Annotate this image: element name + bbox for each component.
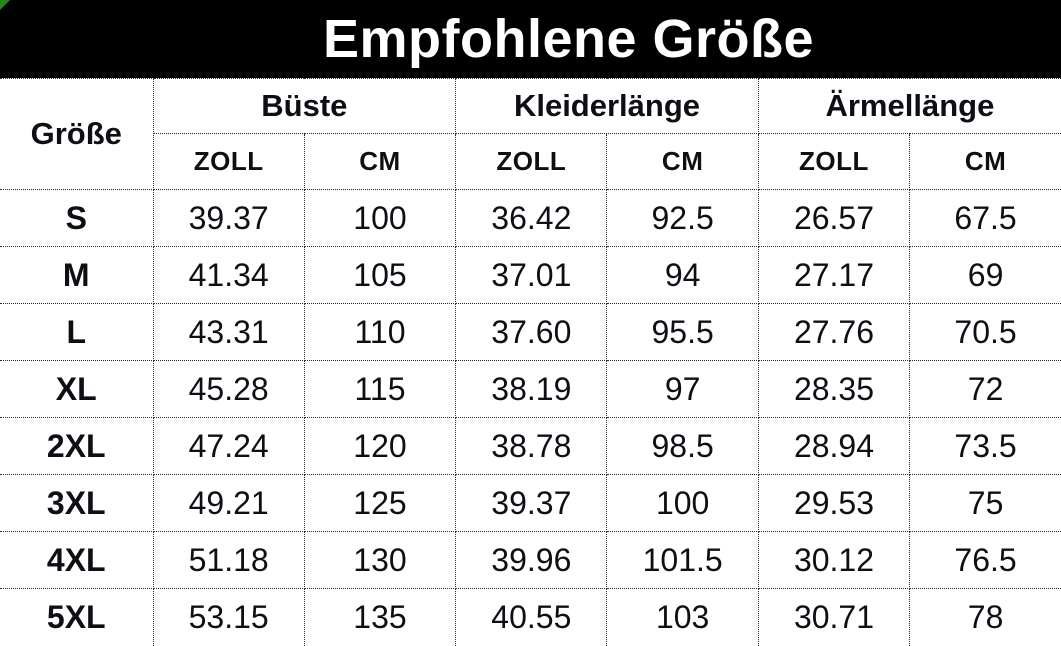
value-cell: 30.71 xyxy=(757,588,911,646)
table-row: 4XL 51.18 130 39.96 101.5 30.12 76.5 xyxy=(0,531,1061,589)
value-cell: 49.21 xyxy=(152,474,305,532)
title-bar: Empfohlene Größe xyxy=(0,0,1061,78)
unit-header-kleiderlaenge-zoll: ZOLL xyxy=(455,133,608,190)
value-cell: 67.5 xyxy=(909,189,1061,247)
table-row: 3XL 49.21 125 39.37 100 29.53 75 xyxy=(0,474,1061,532)
column-header-groesse: Größe xyxy=(0,78,154,190)
value-cell: 28.94 xyxy=(757,417,911,475)
value-cell: 120 xyxy=(303,417,457,475)
value-cell: 130 xyxy=(303,531,457,589)
unit-header-aermellaenge-zoll: ZOLL xyxy=(757,133,911,190)
value-cell: 94 xyxy=(606,246,759,304)
size-cell: M xyxy=(0,246,154,304)
value-cell: 51.18 xyxy=(152,531,305,589)
value-cell: 73.5 xyxy=(909,417,1061,475)
size-cell: 2XL xyxy=(0,417,154,475)
size-table-body: S 39.37 100 36.42 92.5 26.57 67.5 M 41.3… xyxy=(0,189,1061,646)
table-row: L 43.31 110 37.60 95.5 27.76 70.5 xyxy=(0,303,1061,361)
value-cell: 28.35 xyxy=(757,360,911,418)
value-cell: 69 xyxy=(909,246,1061,304)
value-cell: 53.15 xyxy=(152,588,305,646)
value-cell: 103 xyxy=(606,588,759,646)
value-cell: 78 xyxy=(909,588,1061,646)
size-cell: S xyxy=(0,189,154,247)
value-cell: 36.42 xyxy=(455,189,608,247)
value-cell: 105 xyxy=(303,246,457,304)
value-cell: 100 xyxy=(606,474,759,532)
unit-header-bueste-cm: CM xyxy=(303,133,457,190)
size-table-header: Größe Büste Kleiderlänge Ärmellänge ZOLL… xyxy=(0,78,1061,190)
size-cell: L xyxy=(0,303,154,361)
unit-header-bueste-zoll: ZOLL xyxy=(153,133,305,190)
value-cell: 97 xyxy=(606,360,759,418)
value-cell: 39.37 xyxy=(152,189,305,247)
table-row: 2XL 47.24 120 38.78 98.5 28.94 73.5 xyxy=(0,417,1061,475)
value-cell: 39.37 xyxy=(455,474,608,532)
corner-triangle-icon xyxy=(0,0,10,10)
value-cell: 41.34 xyxy=(152,246,305,304)
value-cell: 26.57 xyxy=(757,189,911,247)
value-cell: 40.55 xyxy=(455,588,608,646)
value-cell: 30.12 xyxy=(757,531,911,589)
table-row: XL 45.28 115 38.19 97 28.35 72 xyxy=(0,360,1061,418)
value-cell: 115 xyxy=(303,360,457,418)
value-cell: 45.28 xyxy=(152,360,305,418)
table-row: S 39.37 100 36.42 92.5 26.57 67.5 xyxy=(0,189,1061,247)
value-cell: 37.01 xyxy=(455,246,608,304)
value-cell: 135 xyxy=(303,588,457,646)
value-cell: 72 xyxy=(909,360,1061,418)
size-cell: XL xyxy=(0,360,154,418)
unit-header-row: ZOLL CM ZOLL CM ZOLL CM xyxy=(0,133,1061,190)
value-cell: 37.60 xyxy=(455,303,608,361)
size-cell: 4XL xyxy=(0,531,154,589)
column-header-bueste: Büste xyxy=(152,78,457,134)
value-cell: 39.96 xyxy=(455,531,608,589)
value-cell: 100 xyxy=(303,189,457,247)
value-cell: 76.5 xyxy=(909,531,1061,589)
value-cell: 95.5 xyxy=(606,303,759,361)
table-row: 5XL 53.15 135 40.55 103 30.71 78 xyxy=(0,588,1061,646)
table-row: M 41.34 105 37.01 94 27.17 69 xyxy=(0,246,1061,304)
column-header-aermellaenge: Ärmellänge xyxy=(757,78,1061,134)
unit-header-aermellaenge-cm: CM xyxy=(909,133,1061,190)
value-cell: 98.5 xyxy=(606,417,759,475)
value-cell: 27.76 xyxy=(757,303,911,361)
value-cell: 38.19 xyxy=(455,360,608,418)
value-cell: 75 xyxy=(909,474,1061,532)
value-cell: 70.5 xyxy=(909,303,1061,361)
size-cell: 5XL xyxy=(0,588,154,646)
size-cell: 3XL xyxy=(0,474,154,532)
value-cell: 101.5 xyxy=(606,531,759,589)
group-header-row: Größe Büste Kleiderlänge Ärmellänge xyxy=(0,78,1061,190)
value-cell: 27.17 xyxy=(757,246,911,304)
value-cell: 38.78 xyxy=(455,417,608,475)
value-cell: 110 xyxy=(303,303,457,361)
unit-header-kleiderlaenge-cm: CM xyxy=(606,133,759,190)
value-cell: 125 xyxy=(303,474,457,532)
value-cell: 47.24 xyxy=(152,417,305,475)
value-cell: 43.31 xyxy=(152,303,305,361)
value-cell: 29.53 xyxy=(757,474,911,532)
size-table: Größe Büste Kleiderlänge Ärmellänge ZOLL… xyxy=(0,78,1061,646)
column-header-kleiderlaenge: Kleiderlänge xyxy=(455,78,759,134)
page-title: Empfohlene Größe xyxy=(322,9,815,69)
value-cell: 92.5 xyxy=(606,189,759,247)
